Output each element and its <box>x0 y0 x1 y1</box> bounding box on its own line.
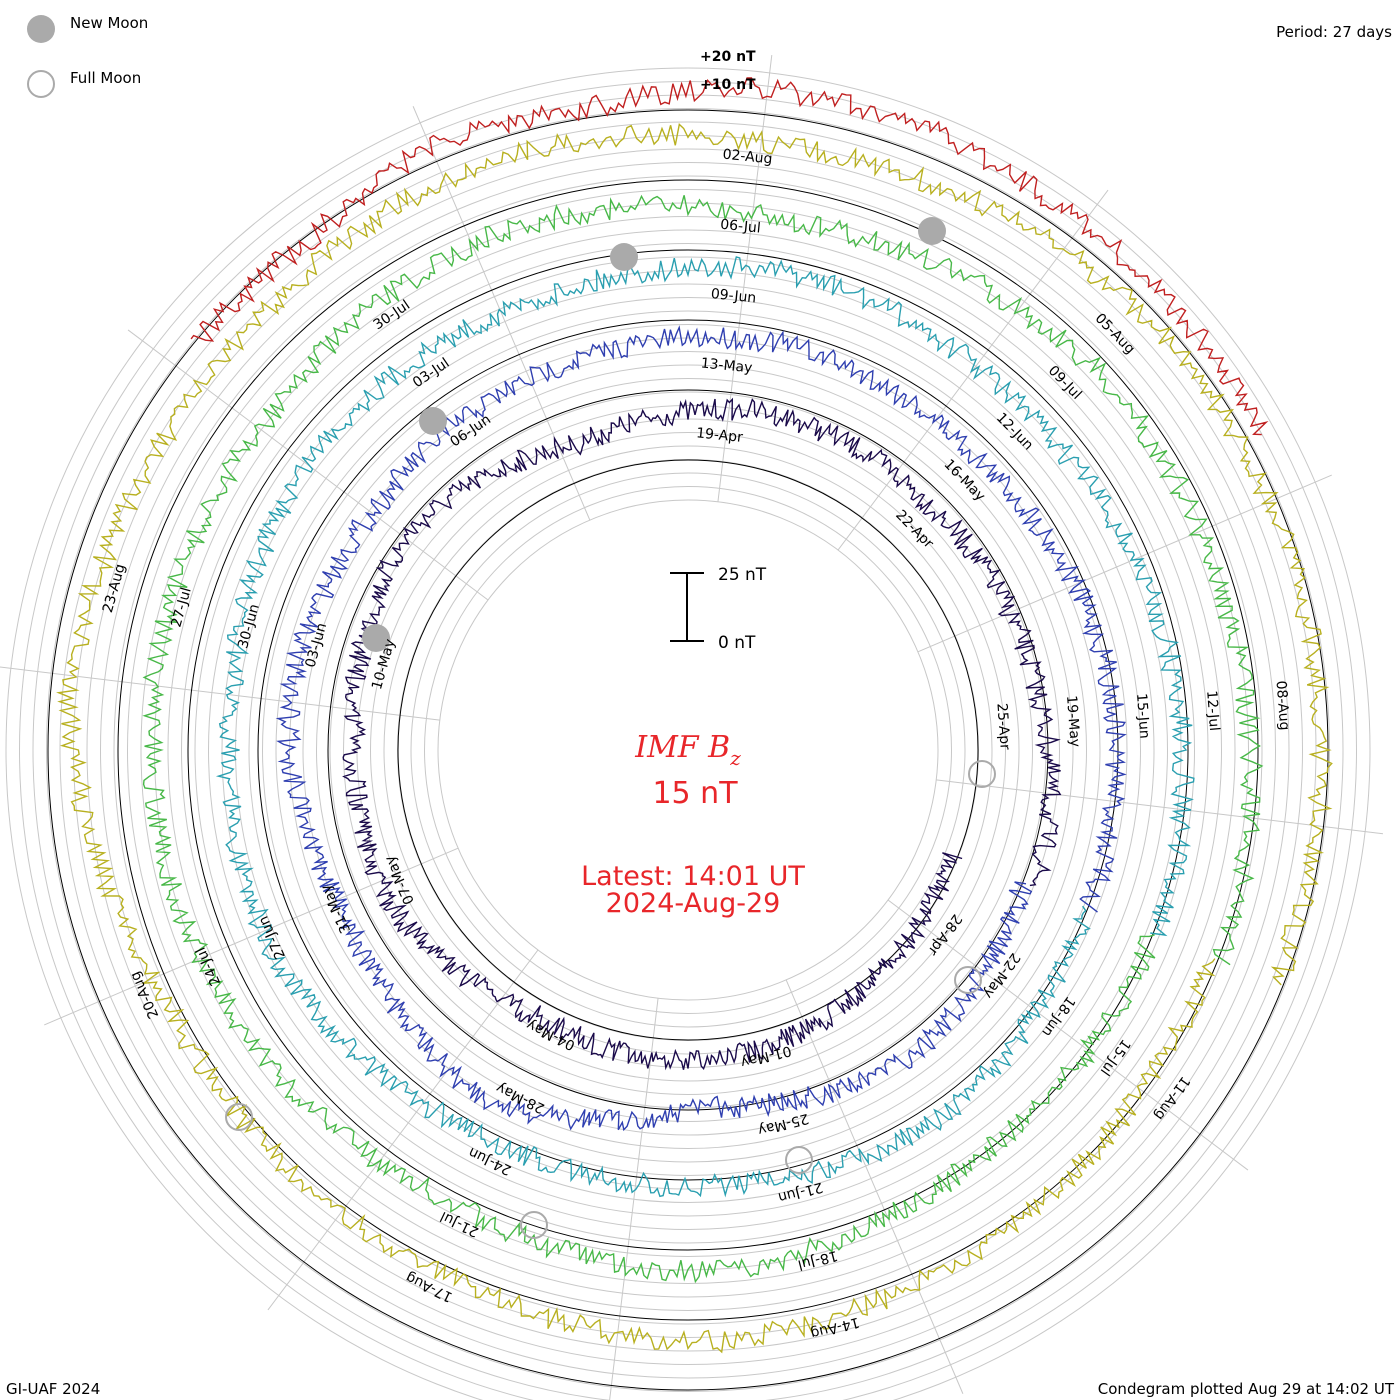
grid-ring <box>437 499 939 1001</box>
full-moon-legend-icon <box>27 70 55 98</box>
baseline-ring <box>327 389 1049 1111</box>
grid-ring <box>19 81 1357 1400</box>
grid-spoke <box>917 474 1332 653</box>
new-moon-legend-label: New Moon <box>70 14 148 32</box>
date-label: 09-Jun <box>710 286 757 306</box>
date-label: 21-Jul <box>438 1208 481 1240</box>
series-trace <box>275 325 1127 1132</box>
baseline-ring <box>257 319 1119 1181</box>
series-trace <box>142 194 1264 1284</box>
grid-ring <box>181 243 1195 1257</box>
series-trace <box>342 397 1062 1071</box>
date-label: 22-Apr <box>892 507 936 552</box>
date-label: 08-Aug <box>1273 680 1293 731</box>
grid-ring <box>32 94 1344 1400</box>
date-label: 05-Aug <box>1092 311 1138 358</box>
scale-bottom-label: 0 nT <box>718 633 756 653</box>
grid-spoke <box>44 847 459 1026</box>
date-label: 28-Apr <box>924 911 964 959</box>
scale-top-label: 25 nT <box>718 565 767 585</box>
date-label: 15-Jun <box>1133 693 1152 740</box>
grid-ring <box>383 445 993 1055</box>
tick-label-plus10: +10 nT <box>700 77 756 93</box>
date-label: 18-Jul <box>796 1247 839 1273</box>
new-moon-legend-icon <box>27 15 55 43</box>
grid-ring <box>424 486 952 1014</box>
tick-label-plus20: +20 nT <box>700 49 756 65</box>
date-label: 14-Aug <box>809 1314 861 1342</box>
grid-ring <box>343 405 1033 1095</box>
date-label: 13-May <box>700 355 753 376</box>
new-moon-marker <box>610 243 638 271</box>
date-label: 07-May <box>382 853 418 907</box>
grid-ring <box>113 175 1263 1325</box>
grid-ring <box>194 256 1182 1244</box>
grid-ring <box>235 297 1141 1203</box>
baseline-ring <box>397 459 979 1041</box>
grid-ring <box>140 202 1236 1298</box>
series-trace <box>215 256 1195 1198</box>
scale-bar: 25 nT 0 nT <box>670 565 767 653</box>
period-label: Period: 27 days <box>1276 23 1392 41</box>
date-label: 02-Aug <box>722 147 773 168</box>
latest-time: Latest: 14:01 UT <box>581 861 805 892</box>
grid-ring <box>329 391 1047 1109</box>
grid-spoke <box>0 666 440 721</box>
latest-date: 2024-Aug-29 <box>606 888 781 919</box>
new-moon-marker <box>918 217 946 245</box>
grid-ring <box>262 324 1114 1176</box>
date-label: 12-Jul <box>1203 690 1222 732</box>
new-moon-marker <box>419 407 447 435</box>
grid-spoke <box>936 779 1384 835</box>
full-moon-marker <box>225 1103 253 1131</box>
grid-ring <box>316 378 1060 1122</box>
date-label: 24-Jun <box>466 1144 514 1178</box>
date-label: 23-Aug <box>100 562 129 614</box>
center-title: IMF Bz <box>634 730 741 770</box>
full-moon-marker <box>954 966 982 994</box>
date-label: 19-May <box>1063 695 1083 748</box>
grid-ring <box>5 67 1371 1400</box>
plotted-label: Condegram plotted Aug 29 at 14:02 UT <box>1098 1380 1395 1398</box>
series-trace <box>56 123 1333 1354</box>
grid-spoke <box>785 979 964 1394</box>
grid-ring <box>100 162 1276 1338</box>
date-label: 06-Jun <box>447 412 494 451</box>
grid-ring <box>208 270 1168 1230</box>
grid-spoke <box>267 949 539 1311</box>
full-moon-marker <box>968 760 996 788</box>
full-moon-legend-label: Full Moon <box>70 69 141 87</box>
series-trace <box>190 77 1269 436</box>
new-moon-marker <box>362 624 390 652</box>
grid-spoke <box>887 899 1249 1171</box>
date-label: 30-Jul <box>371 297 414 333</box>
full-moon-marker <box>785 1146 813 1174</box>
grid-spoke <box>412 106 591 521</box>
full-moon-marker <box>520 1211 548 1239</box>
date-label: 24-Jul <box>193 944 224 988</box>
grid-ring <box>86 148 1290 1352</box>
grid-ring <box>410 472 966 1028</box>
date-label: 06-Jul <box>720 217 762 237</box>
date-label: 25-May <box>756 1110 810 1138</box>
date-label: 17-Aug <box>403 1269 455 1305</box>
baseline-ring <box>187 249 1189 1251</box>
grid-ring <box>127 189 1249 1311</box>
grid-ring <box>302 364 1074 1136</box>
date-label: 31-May <box>318 882 354 936</box>
grid-spoke <box>609 998 659 1400</box>
grid-spoke <box>717 54 773 502</box>
credit-label: GI-UAF 2024 <box>6 1380 100 1398</box>
date-label: 25-Apr <box>993 703 1012 751</box>
center-value: 15 nT <box>652 776 738 811</box>
grid-ring <box>221 283 1155 1217</box>
date-label: 19-Apr <box>695 425 743 446</box>
grid-ring <box>275 337 1101 1163</box>
baseline-ring <box>117 179 1259 1321</box>
grid-ring <box>73 135 1303 1365</box>
grid-ring <box>59 121 1317 1379</box>
grid-ring <box>154 216 1222 1284</box>
